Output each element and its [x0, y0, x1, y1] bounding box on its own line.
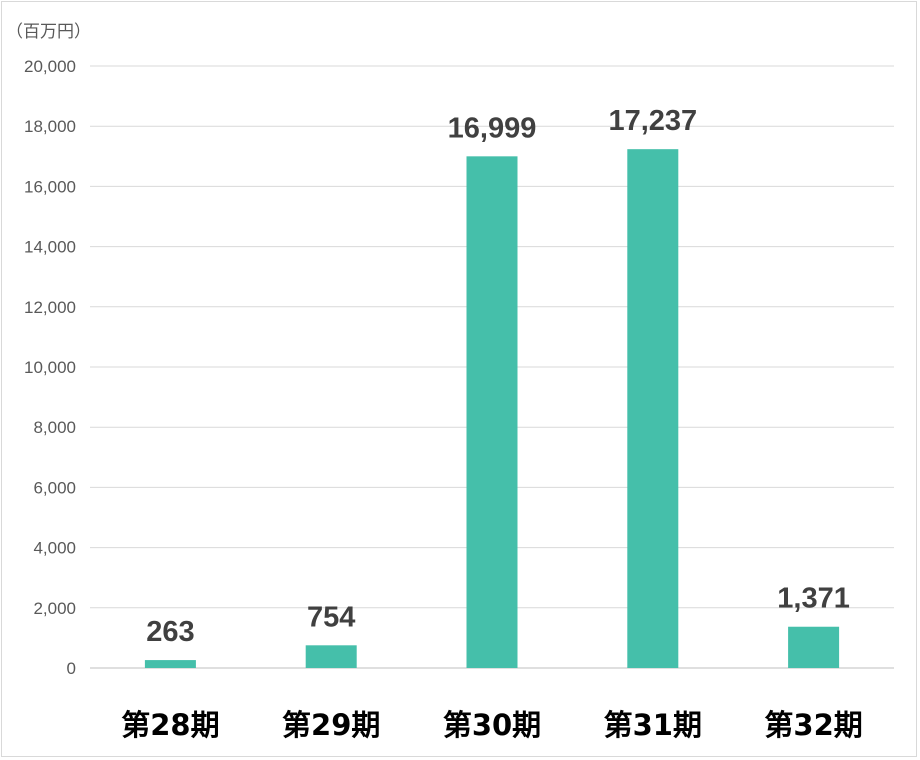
- category-label: 第30期: [443, 708, 541, 742]
- y-tick-label: 12,000: [24, 298, 76, 317]
- bar: [144, 660, 196, 668]
- data-label: 1,371: [777, 583, 850, 615]
- unit-label: （百万円）: [6, 22, 91, 42]
- bars: [144, 149, 840, 669]
- x-axis-categories: 第28期 第29期 第30期 第31期 第32期: [121, 708, 863, 742]
- bar: [466, 156, 518, 669]
- y-tick-label: 16,000: [24, 177, 76, 196]
- category-label: 第28期: [121, 708, 219, 742]
- y-tick-label: 4,000: [33, 539, 76, 558]
- y-tick-label: 20,000: [24, 57, 76, 76]
- data-label: 17,237: [608, 105, 697, 137]
- data-label: 16,999: [448, 112, 537, 144]
- category-label: 第32期: [764, 708, 862, 742]
- y-axis-ticks: 0 2,000 4,000 6,000 8,000 10,000 12,000 14,000 1…: [24, 57, 76, 678]
- bar: [305, 645, 357, 668]
- category-label: 第29期: [282, 708, 380, 742]
- bar: [627, 149, 679, 668]
- y-tick-label: 14,000: [24, 238, 76, 257]
- y-tick-label: 6,000: [33, 478, 76, 497]
- data-labels: 263 754 16,999 17,237 1,371: [146, 105, 850, 648]
- category-label: 第31期: [604, 708, 702, 742]
- data-label: 754: [307, 601, 355, 633]
- y-tick-label: 10,000: [24, 358, 76, 377]
- y-tick-label: 8,000: [33, 418, 76, 437]
- bar: [788, 626, 840, 668]
- y-tick-label: 0: [67, 659, 76, 678]
- y-tick-label: 18,000: [24, 117, 76, 136]
- data-label: 263: [146, 616, 194, 648]
- y-tick-label: 2,000: [33, 599, 76, 618]
